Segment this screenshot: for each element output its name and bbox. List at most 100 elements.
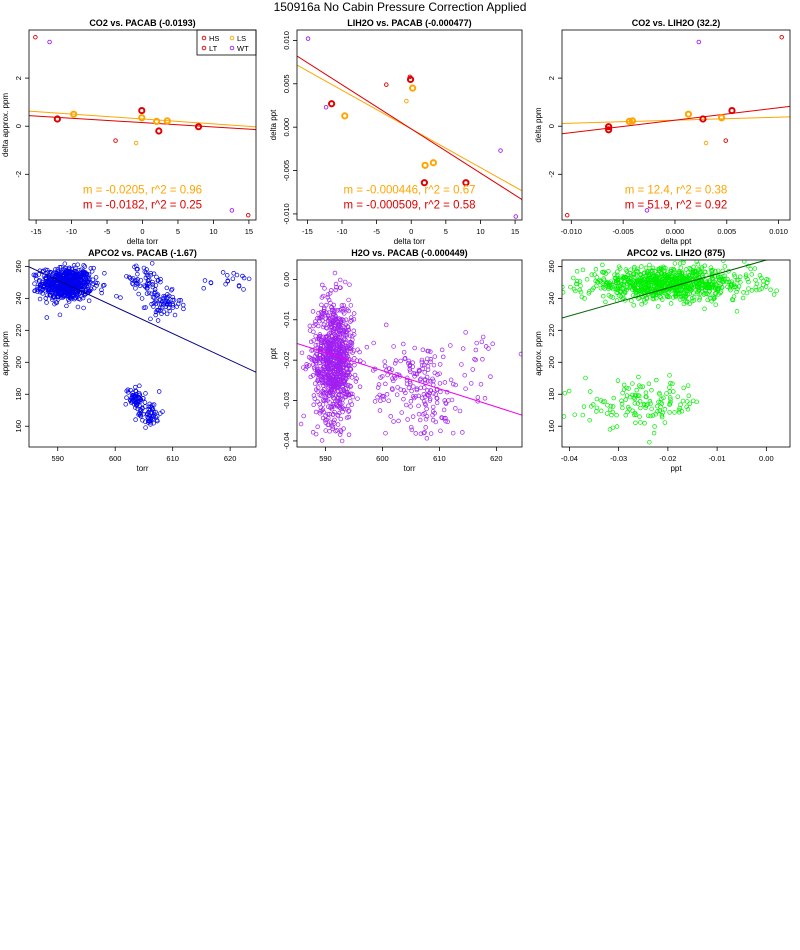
data-point	[321, 322, 327, 327]
data-point	[348, 366, 353, 371]
data-point	[151, 420, 156, 426]
data-point	[580, 412, 586, 418]
data-point	[114, 293, 119, 299]
data-point	[315, 389, 320, 394]
data-point	[342, 306, 348, 311]
data-point	[581, 404, 587, 409]
data-point	[345, 369, 350, 375]
data-point	[673, 279, 678, 285]
data-point-wt	[305, 36, 311, 41]
legend-label: HS	[209, 34, 219, 43]
data-point	[348, 319, 353, 324]
y-axis-label: approx. ppm	[1, 331, 10, 376]
legend-marker	[229, 45, 235, 51]
data-point	[376, 382, 382, 387]
data-point	[728, 281, 734, 287]
data-point-wt	[696, 39, 702, 45]
data-point	[180, 302, 186, 308]
data-point	[657, 390, 662, 396]
x-tick-label: 610	[166, 454, 179, 463]
data-point	[337, 410, 342, 416]
data-point	[606, 286, 611, 292]
data-point	[646, 284, 652, 290]
data-point	[236, 284, 242, 289]
data-point	[598, 285, 604, 291]
data-point	[731, 272, 737, 277]
y-tick-label: 2	[547, 76, 556, 80]
data-point	[648, 401, 653, 406]
data-point	[346, 392, 352, 397]
data-point	[768, 287, 773, 293]
data-point	[594, 405, 600, 411]
data-point	[624, 288, 629, 293]
data-point	[89, 269, 95, 274]
data-point	[647, 262, 652, 268]
data-point	[324, 302, 329, 308]
data-point	[638, 272, 643, 277]
plot-area	[297, 36, 522, 219]
chart-panel-2: LIH2O vs. PACAB (-0.000477) -15 -10 -5 0 5 10 1…	[269, 18, 523, 246]
data-point	[100, 283, 106, 288]
data-point	[331, 402, 337, 407]
data-point	[323, 420, 328, 425]
data-point	[600, 399, 606, 405]
data-point	[313, 319, 318, 324]
data-point	[669, 276, 675, 281]
data-point	[208, 280, 214, 286]
data-point	[421, 362, 427, 368]
data-point	[632, 410, 638, 416]
data-point	[319, 438, 325, 443]
x-tick-label: 610	[433, 454, 446, 463]
data-point	[57, 271, 63, 277]
data-point-ls-extra	[703, 140, 709, 146]
data-point	[598, 408, 604, 414]
data-point	[401, 388, 407, 393]
data-point	[412, 395, 417, 401]
data-point	[163, 299, 169, 304]
data-point	[434, 395, 439, 401]
data-point	[562, 390, 568, 396]
data-point	[32, 281, 37, 286]
data-point	[431, 362, 437, 368]
data-point	[763, 284, 769, 289]
data-point	[328, 358, 334, 364]
data-point-ls	[153, 117, 161, 125]
data-point	[169, 286, 175, 292]
data-point	[737, 274, 743, 280]
data-point	[746, 279, 751, 285]
data-point	[388, 414, 393, 419]
data-point	[423, 425, 428, 430]
x-axis-label: delta torr	[394, 237, 426, 246]
x-tick-label: -0.03	[610, 454, 627, 463]
data-point	[51, 270, 56, 276]
data-point	[313, 409, 319, 415]
data-point	[78, 277, 84, 282]
data-point	[77, 297, 83, 302]
data-point-wt	[644, 208, 650, 213]
data-point	[594, 283, 599, 289]
data-point	[320, 318, 325, 323]
data-point	[422, 370, 427, 375]
data-point	[637, 288, 643, 293]
data-point	[574, 281, 579, 287]
data-point	[385, 372, 390, 378]
data-point	[330, 320, 336, 326]
data-point	[338, 393, 344, 398]
data-point	[310, 309, 316, 314]
data-point	[482, 396, 488, 401]
data-point	[625, 409, 630, 415]
data-point	[615, 378, 621, 383]
data-point	[329, 305, 334, 310]
data-point	[610, 295, 616, 300]
data-point	[675, 394, 680, 399]
data-point	[623, 412, 629, 418]
data-point	[439, 415, 445, 421]
y-tick-label: 260	[14, 260, 23, 273]
data-point-wt	[323, 104, 329, 110]
data-point	[82, 284, 87, 290]
data-point	[412, 345, 417, 351]
data-point	[610, 404, 616, 409]
data-point	[164, 311, 170, 317]
data-point	[162, 299, 167, 304]
data-point	[343, 329, 349, 335]
